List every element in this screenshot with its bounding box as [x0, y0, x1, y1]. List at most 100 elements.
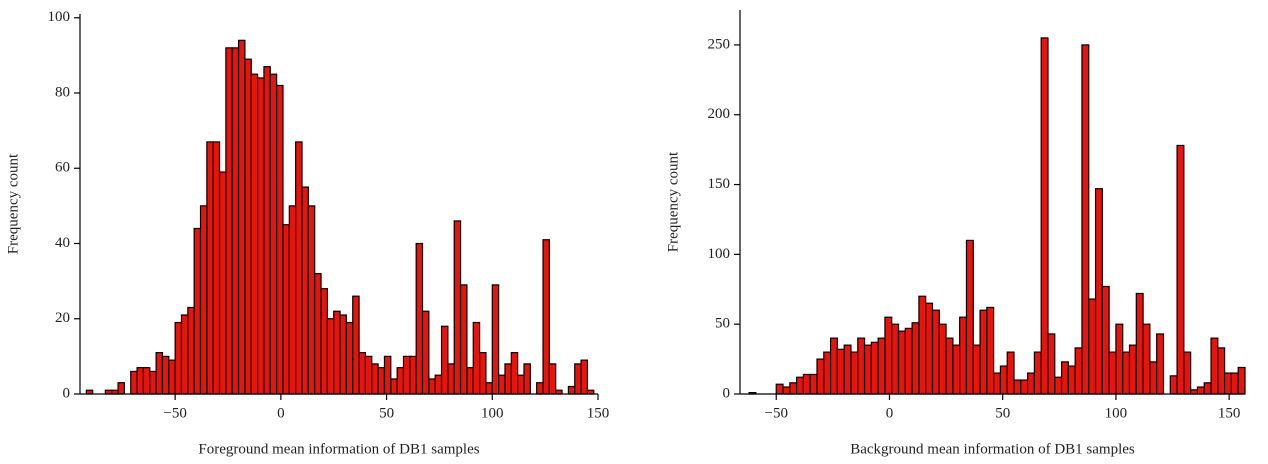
bar: [999, 365, 1008, 395]
bar: [918, 295, 927, 395]
bar: [1074, 347, 1083, 395]
x-tick-label: 100: [481, 405, 504, 421]
bar: [952, 344, 961, 395]
bar: [428, 378, 436, 395]
bar: [843, 344, 852, 395]
bar: [320, 288, 328, 395]
bar: [345, 321, 354, 395]
x-axis-label: Background mean information of DB1 sampl…: [850, 441, 1135, 457]
bar: [142, 367, 151, 395]
bar: [466, 367, 474, 395]
bar: [1183, 351, 1192, 395]
x-tick-label: 150: [1218, 405, 1241, 421]
bar: [548, 363, 557, 395]
x-tick-label: −50: [764, 405, 787, 421]
bar: [1128, 344, 1137, 395]
bar: [485, 382, 493, 395]
x-tick-label: 100: [1105, 405, 1128, 421]
bar: [1237, 366, 1246, 395]
bar: [199, 205, 208, 395]
x-tick-label: 150: [587, 405, 610, 421]
bar: [326, 318, 335, 395]
bar: [288, 205, 297, 395]
bar: [789, 382, 798, 395]
y-tick-label: 0: [63, 385, 71, 401]
bar: [333, 310, 341, 395]
bar: [1217, 347, 1226, 395]
x-tick-label: −50: [163, 405, 186, 421]
x-tick-label: 50: [379, 405, 394, 421]
y-tick-label: 0: [723, 385, 731, 401]
bar: [897, 330, 906, 395]
bar: [174, 321, 183, 395]
bar: [904, 327, 913, 395]
x-tick-label: 0: [886, 405, 894, 421]
y-axis-label: Frequency count: [5, 153, 21, 254]
bar: [1135, 292, 1144, 395]
bar: [1230, 372, 1239, 395]
bar: [187, 306, 195, 395]
bar: [925, 302, 934, 395]
bar: [447, 363, 455, 395]
bar: [434, 374, 443, 395]
y-tick-label: 150: [708, 176, 731, 192]
y-tick-label: 80: [55, 84, 70, 100]
bar: [307, 205, 316, 395]
bar: [829, 337, 838, 395]
bar: [1067, 365, 1076, 395]
bar: [802, 373, 811, 395]
bar: [491, 284, 500, 395]
bar: [377, 367, 386, 395]
bar: [517, 374, 525, 395]
y-tick-label: 40: [55, 235, 70, 251]
bar: [440, 325, 449, 395]
bar: [225, 47, 233, 395]
bar: [1040, 37, 1049, 395]
bar: [536, 382, 544, 395]
bar: [206, 141, 214, 395]
bar: [371, 363, 379, 395]
bar: [1020, 379, 1029, 395]
bar: [911, 322, 920, 395]
bar: [358, 352, 367, 395]
bar: [1013, 379, 1022, 395]
bar: [282, 224, 290, 395]
bar: [390, 378, 398, 395]
bar: [1196, 386, 1205, 395]
bar: [136, 367, 145, 395]
bar: [364, 355, 373, 395]
bar: [231, 47, 240, 395]
bar: [870, 341, 879, 395]
bar: [574, 363, 582, 395]
bar: [523, 363, 531, 395]
bar: [155, 352, 164, 395]
bar: [959, 316, 968, 395]
bar: [269, 73, 278, 395]
y-tick-label: 20: [55, 310, 70, 326]
y-tick-label: 250: [708, 36, 731, 52]
bar: [459, 284, 468, 395]
y-tick-label: 200: [708, 106, 731, 122]
bar: [979, 309, 988, 395]
bar: [863, 344, 872, 395]
bar: [453, 220, 462, 395]
bar: [823, 351, 832, 395]
bar: [877, 337, 886, 395]
bar: [1033, 351, 1042, 395]
bar: [352, 295, 360, 395]
bar: [993, 372, 1002, 395]
bar: [1156, 333, 1165, 395]
bar: [567, 385, 576, 395]
bar: [1203, 382, 1212, 395]
bar: [168, 359, 176, 395]
y-tick-label: 60: [55, 160, 70, 176]
bar: [580, 359, 589, 395]
bar: [1027, 372, 1035, 395]
bar: [130, 370, 138, 395]
bar: [1081, 44, 1090, 395]
bar: [1054, 376, 1063, 395]
bar: [1101, 285, 1110, 395]
y-tick-label: 50: [715, 316, 730, 332]
bar: [972, 344, 981, 395]
